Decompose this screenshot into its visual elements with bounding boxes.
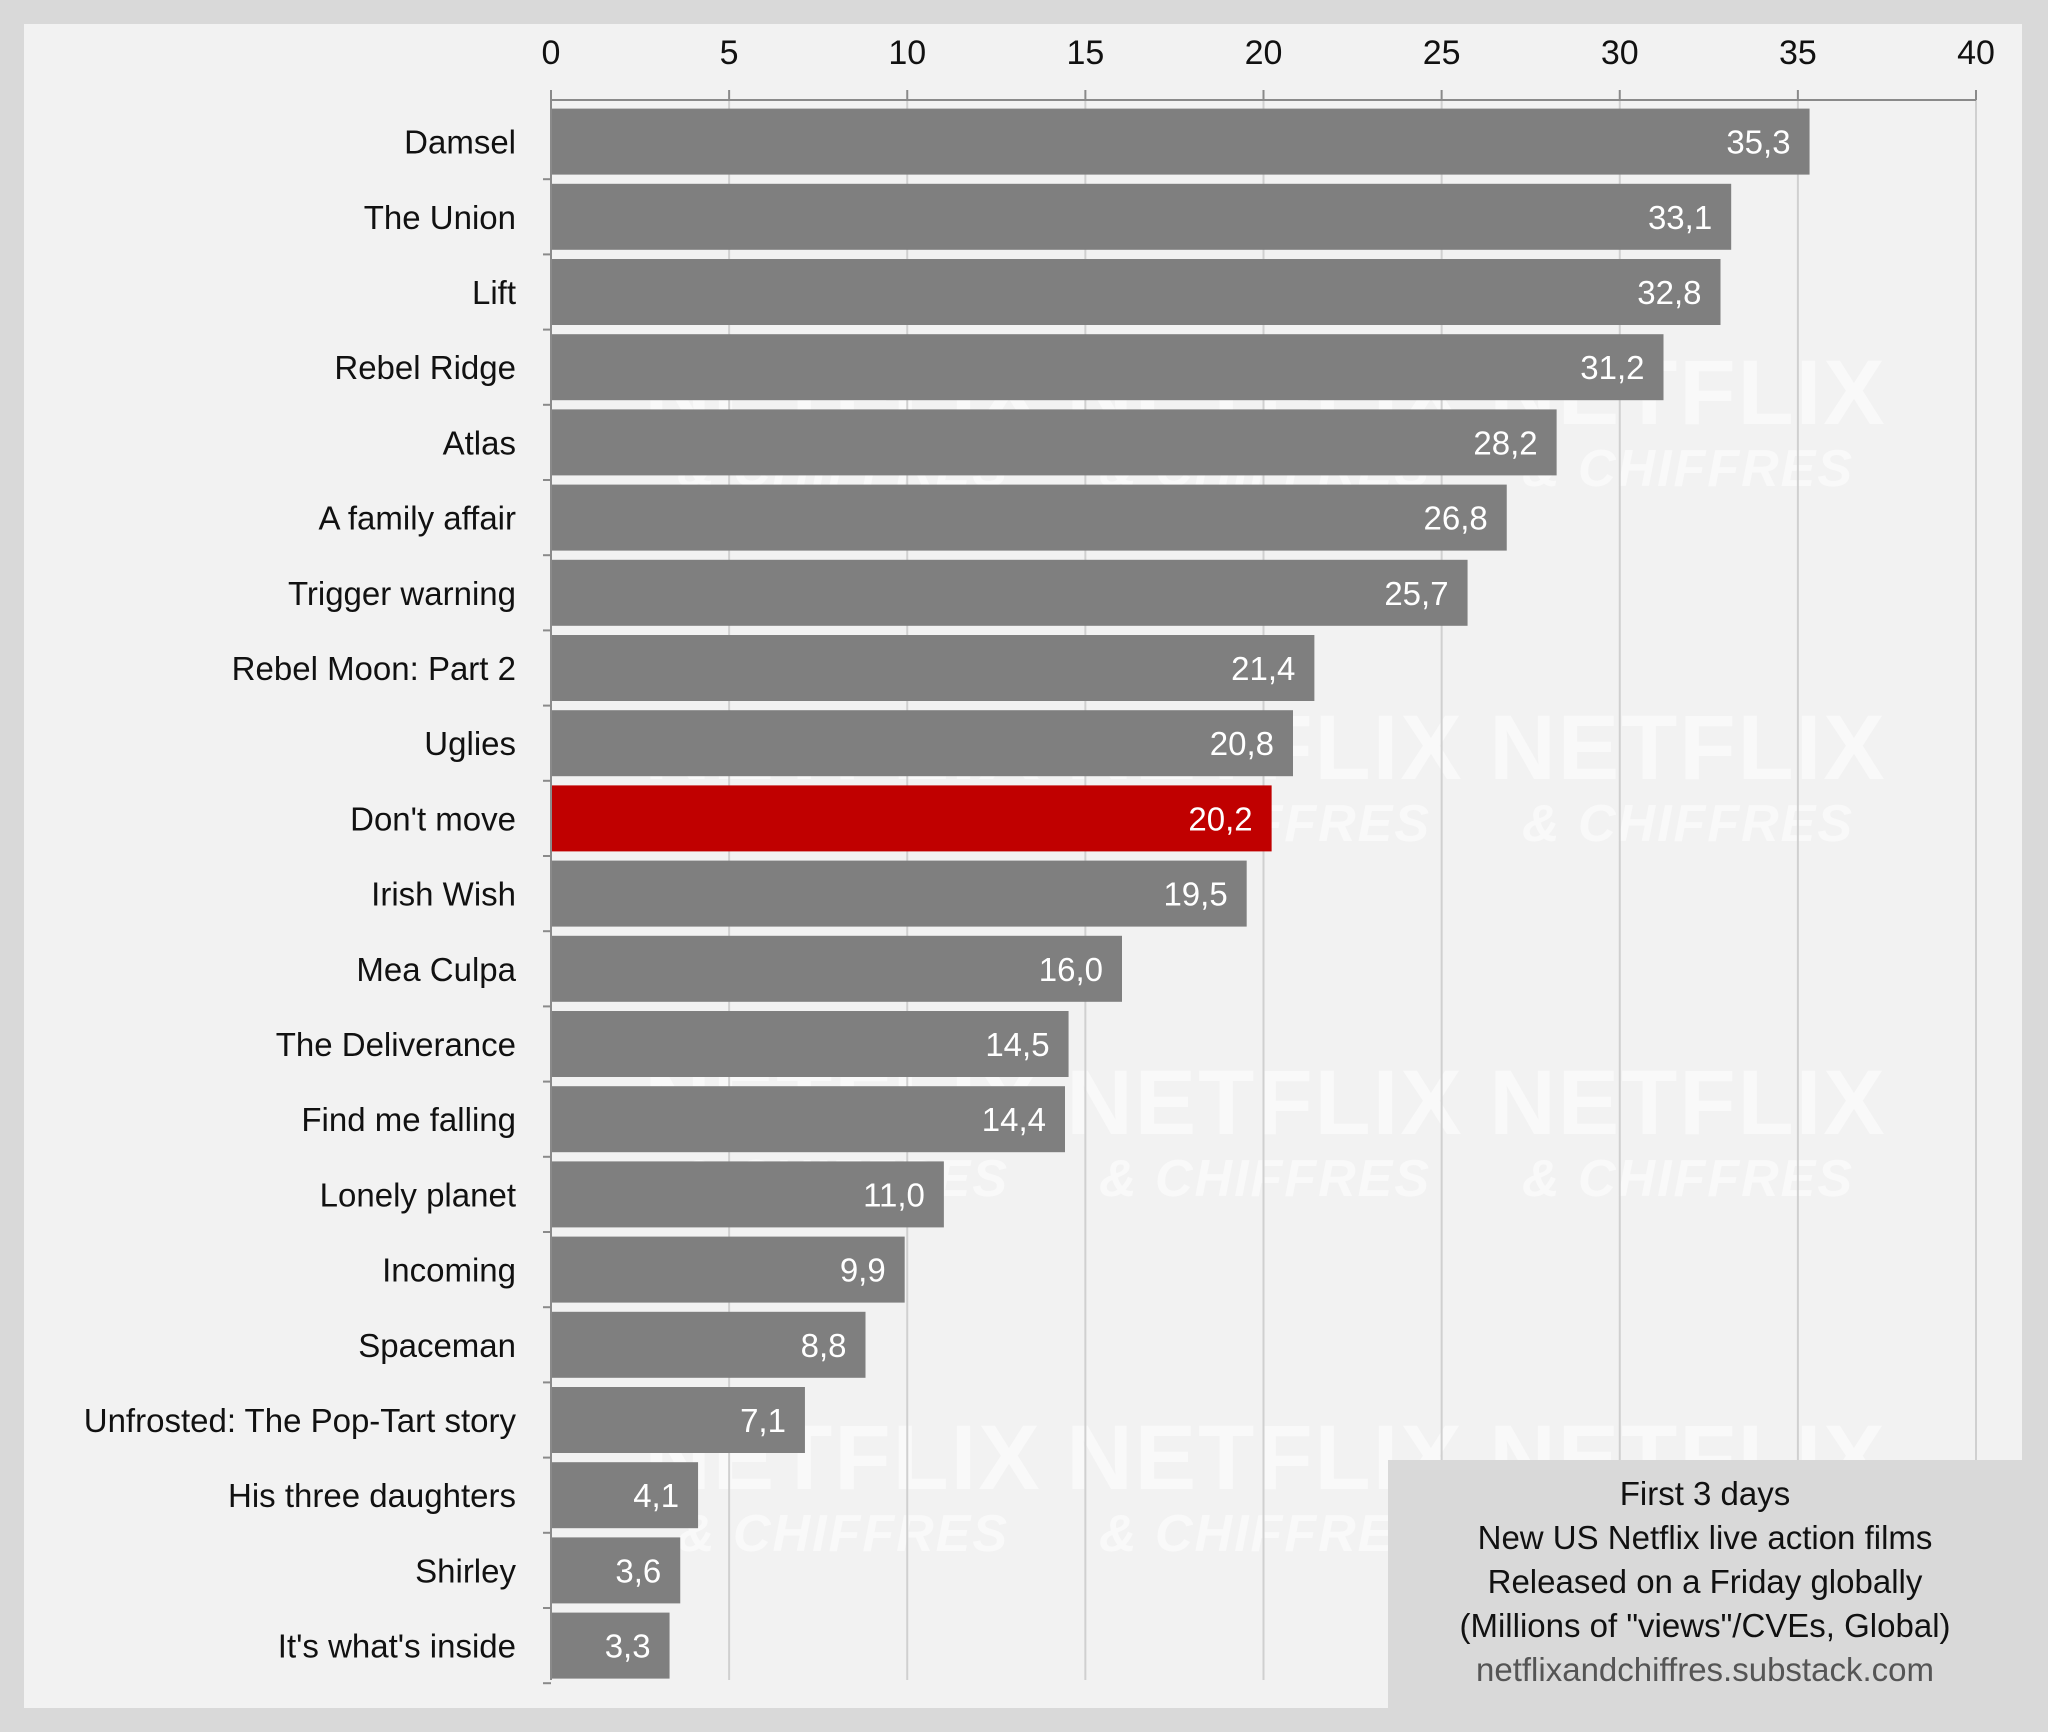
bar	[552, 334, 1664, 401]
x-tick-label: 40	[1957, 34, 1995, 72]
value-label: 16,0	[1039, 951, 1103, 988]
info-line-1: First 3 days	[1619, 1475, 1791, 1512]
bar	[552, 1011, 1069, 1077]
bar	[552, 1161, 944, 1228]
category-label: Lift	[472, 274, 516, 311]
watermark-netflix: NETFLIX	[1066, 1052, 1463, 1154]
x-tick-label: 20	[1245, 34, 1283, 72]
category-label: The Deliverance	[276, 1026, 516, 1063]
bar	[552, 860, 1247, 927]
value-label: 35,3	[1726, 124, 1790, 161]
category-label: A family affair	[319, 500, 516, 537]
bar	[552, 559, 1468, 626]
value-label: 21,4	[1231, 650, 1295, 687]
value-label: 14,5	[985, 1026, 1049, 1063]
watermark-chiffres: & CHIFFRES	[1522, 795, 1854, 853]
value-label: 31,2	[1580, 349, 1644, 386]
x-tick-label: 35	[1779, 34, 1817, 72]
category-label: Atlas	[443, 424, 516, 461]
x-tick-label: 15	[1066, 34, 1104, 72]
category-label: It's what's inside	[278, 1628, 516, 1665]
watermark-chiffres: & CHIFFRES	[1522, 1150, 1854, 1208]
value-label: 20,8	[1210, 725, 1274, 762]
value-label: 3,3	[605, 1628, 651, 1665]
category-label: Rebel Moon: Part 2	[232, 650, 516, 687]
value-label: 11,0	[863, 1176, 925, 1213]
info-line-4: (Millions of "views"/CVEs, Global)	[1459, 1607, 1951, 1644]
x-tick-label: 0	[542, 34, 561, 72]
value-label: 4,1	[633, 1477, 679, 1514]
bar	[552, 1462, 699, 1529]
bar	[552, 1537, 681, 1604]
category-label: Mea Culpa	[356, 951, 516, 988]
bar	[552, 710, 1293, 777]
bar	[552, 409, 1557, 476]
bar	[552, 1236, 905, 1303]
category-label: His three daughters	[228, 1477, 516, 1514]
bar	[552, 1612, 670, 1679]
category-label: Don't move	[350, 800, 516, 837]
x-tick-label: 25	[1423, 34, 1461, 72]
value-label: 25,7	[1384, 575, 1448, 612]
category-label: Shirley	[415, 1552, 516, 1589]
source-link[interactable]: netflixandchiffres.substack.com	[1476, 1651, 1934, 1688]
value-label: 14,4	[982, 1101, 1046, 1138]
value-label: 28,2	[1473, 424, 1537, 461]
x-tick-label: 30	[1601, 34, 1639, 72]
x-tick-label: 5	[720, 34, 739, 72]
value-label: 33,1	[1648, 199, 1712, 236]
value-label: 9,9	[840, 1252, 886, 1289]
value-label: 32,8	[1637, 274, 1701, 311]
x-axis: 0 5 10 15 20 25 30 35 40	[542, 34, 1995, 1685]
watermark-chiffres: & CHIFFRES	[1522, 440, 1854, 498]
bar	[552, 259, 1721, 325]
category-label: Irish Wish	[371, 876, 516, 913]
value-label: 20,2	[1188, 800, 1252, 837]
bars-layer: 35,3 33,1 32,8 31,2 28,2 26,8 25,7 21,4 20,8 20,2…	[552, 108, 1810, 1679]
category-label: Rebel Ridge	[334, 349, 516, 386]
x-tick-label: 10	[888, 34, 926, 72]
value-label: 3,6	[615, 1552, 661, 1589]
category-labels: Damsel The Union Lift Rebel Ridge Atlas A fam…	[84, 124, 517, 1665]
bar	[552, 108, 1810, 175]
category-label: Lonely planet	[320, 1176, 516, 1213]
bar	[552, 785, 1272, 852]
value-label: 8,8	[801, 1327, 847, 1364]
value-label: 7,1	[740, 1402, 786, 1439]
info-line-2: New US Netflix live action films	[1477, 1519, 1933, 1556]
category-label: Unfrosted: The Pop-Tart story	[84, 1402, 517, 1439]
category-label: Spaceman	[358, 1327, 516, 1364]
watermark-netflix: NETFLIX	[1489, 697, 1886, 799]
watermark-chiffres: & CHIFFRES	[1099, 1150, 1431, 1208]
category-label: Damsel	[404, 124, 516, 161]
bar	[552, 183, 1732, 250]
bar	[552, 484, 1507, 551]
category-label: Find me falling	[301, 1101, 516, 1138]
bar	[552, 1311, 866, 1378]
watermark-chiffres: & CHIFFRES	[1099, 1505, 1431, 1563]
category-label: Uglies	[424, 725, 516, 762]
bar	[552, 1387, 805, 1453]
category-label: Trigger warning	[288, 575, 516, 612]
watermark-chiffres: & CHIFFRES	[677, 1505, 1009, 1563]
category-label: Incoming	[382, 1252, 516, 1289]
bar	[552, 635, 1315, 701]
info-line-3: Released on a Friday globally	[1487, 1563, 1923, 1600]
value-label: 26,8	[1424, 500, 1488, 537]
value-label: 19,5	[1163, 876, 1227, 913]
watermark-netflix: NETFLIX	[1489, 1052, 1886, 1154]
bar	[552, 1086, 1065, 1153]
info-box: First 3 days New US Netflix live action …	[1388, 1460, 2022, 1708]
bar	[552, 935, 1122, 1002]
category-label: The Union	[364, 199, 516, 236]
